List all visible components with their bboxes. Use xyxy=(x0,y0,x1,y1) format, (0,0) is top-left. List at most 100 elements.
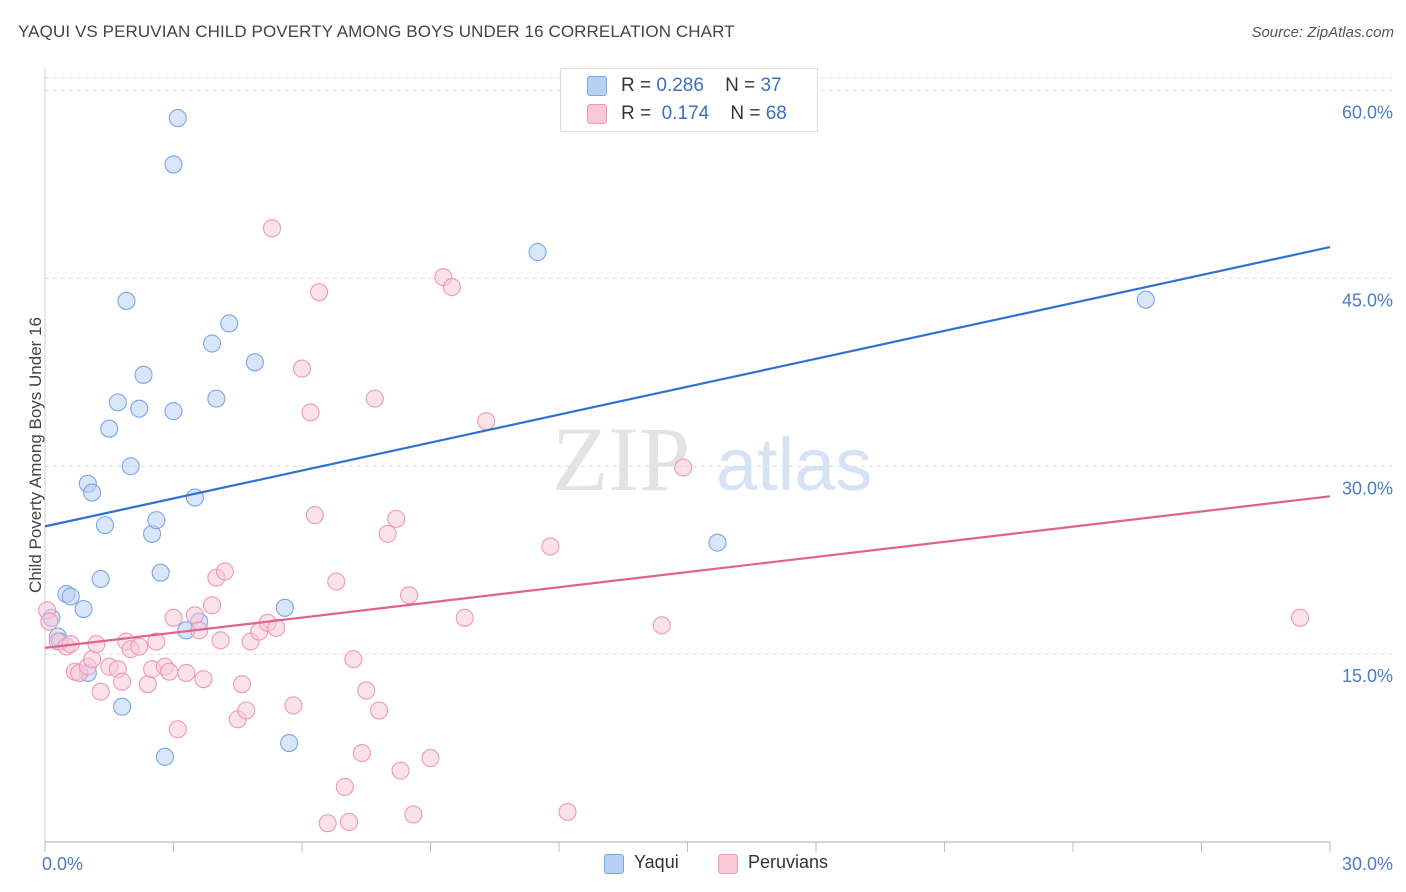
point-peruvians xyxy=(421,749,440,768)
point-yaqui xyxy=(147,511,166,530)
point-yaqui xyxy=(83,483,102,502)
point-peruvians xyxy=(318,814,337,833)
trend-line-yaqui xyxy=(44,246,1331,528)
legend-r-label: R = xyxy=(621,103,652,124)
legend-r-peruvians: 0.174 xyxy=(661,103,710,124)
axes xyxy=(44,68,1331,852)
point-peruvians xyxy=(177,663,196,682)
point-peruvians xyxy=(160,662,179,681)
point-yaqui xyxy=(61,587,80,606)
legend-n-peruvians: 68 xyxy=(765,103,787,124)
point-peruvians xyxy=(442,278,461,297)
x-tick-label: 30.0% xyxy=(1342,854,1393,874)
point-peruvians xyxy=(455,608,474,627)
stats-legend: R = 0.286 N = 37 R = 0.174 N = 68 xyxy=(560,68,818,132)
point-yaqui xyxy=(203,334,222,353)
point-yaqui xyxy=(245,353,264,372)
legend-swatch-peruvians xyxy=(587,104,607,124)
point-yaqui xyxy=(108,393,127,412)
point-peruvians xyxy=(541,537,560,556)
point-peruvians xyxy=(138,675,157,694)
point-peruvians xyxy=(185,606,204,625)
point-peruvians xyxy=(357,681,376,700)
bottom-legend-peruvians-label: Peruvians xyxy=(748,852,829,872)
point-peruvians xyxy=(237,701,256,720)
legend-n-yaqui: 37 xyxy=(760,75,782,96)
chart-title: YAQUI VS PERUVIAN CHILD POVERTY AMONG BO… xyxy=(18,22,735,41)
point-peruvians xyxy=(113,672,132,691)
y-tick-label: 15.0% xyxy=(1342,666,1393,686)
point-peruvians xyxy=(130,637,149,656)
y-axis-label: Child Poverty Among Boys Under 16 xyxy=(26,317,45,593)
point-peruvians xyxy=(267,618,286,637)
data-points xyxy=(38,109,1310,833)
point-peruvians xyxy=(378,524,397,543)
point-peruvians xyxy=(391,761,410,780)
point-yaqui xyxy=(130,399,149,418)
point-peruvians xyxy=(387,509,406,528)
legend-n-label: N = xyxy=(725,75,756,96)
point-yaqui xyxy=(74,599,93,619)
y-tick-label: 60.0% xyxy=(1342,103,1393,123)
point-yaqui xyxy=(151,563,170,582)
point-yaqui xyxy=(100,419,119,438)
point-peruvians xyxy=(335,777,354,796)
point-peruvians xyxy=(40,612,59,631)
point-peruvians xyxy=(327,572,346,591)
point-yaqui xyxy=(164,402,183,421)
point-peruvians xyxy=(262,219,282,238)
point-yaqui xyxy=(708,533,727,552)
point-peruvians xyxy=(91,682,110,701)
legend-swatch-yaqui xyxy=(587,76,607,96)
bottom-swatch-yaqui xyxy=(604,854,624,874)
point-yaqui xyxy=(117,291,136,310)
point-peruvians xyxy=(301,403,320,422)
point-peruvians xyxy=(147,632,166,651)
watermark-atlas: atlas xyxy=(716,423,872,506)
point-yaqui xyxy=(168,109,187,128)
point-yaqui xyxy=(113,697,132,716)
point-yaqui xyxy=(1136,290,1155,309)
x-tick-label: 0.0% xyxy=(42,854,83,874)
legend-r-label: R = xyxy=(621,75,652,96)
point-yaqui xyxy=(220,314,239,333)
point-yaqui xyxy=(95,516,115,535)
point-yaqui xyxy=(280,734,299,753)
point-peruvians xyxy=(477,412,496,431)
point-peruvians xyxy=(284,696,303,715)
point-peruvians xyxy=(310,283,329,302)
point-peruvians xyxy=(305,506,324,525)
point-peruvians xyxy=(168,720,187,739)
watermark-zip: ZIP xyxy=(552,408,690,510)
trend-lines xyxy=(44,246,1331,649)
point-peruvians xyxy=(215,562,234,581)
point-peruvians xyxy=(404,805,423,824)
point-yaqui xyxy=(91,569,110,589)
point-yaqui xyxy=(121,457,140,476)
point-peruvians xyxy=(83,650,102,669)
point-peruvians xyxy=(652,616,671,635)
point-peruvians xyxy=(674,458,693,477)
trend-line-peruvians xyxy=(44,495,1331,649)
point-peruvians xyxy=(292,359,312,378)
point-yaqui xyxy=(528,243,547,262)
point-peruvians xyxy=(87,635,106,654)
point-peruvians xyxy=(232,675,252,694)
point-peruvians xyxy=(352,744,372,763)
point-peruvians xyxy=(1290,608,1310,627)
tick-labels: 15.0% 30.0% 45.0% 60.0% 0.0% 30.0% xyxy=(42,103,1393,874)
point-peruvians xyxy=(211,631,230,650)
point-peruvians xyxy=(164,608,183,627)
point-peruvians xyxy=(344,650,363,669)
point-yaqui xyxy=(207,389,226,408)
bottom-legend-yaqui-label: Yaqui xyxy=(634,852,679,872)
point-yaqui xyxy=(275,598,294,617)
y-tick-label: 45.0% xyxy=(1342,290,1393,310)
point-yaqui xyxy=(134,365,153,384)
source-credit: Source: ZipAtlas.com xyxy=(1251,24,1394,41)
legend-r-yaqui: 0.286 xyxy=(656,75,704,96)
point-yaqui xyxy=(164,155,183,174)
point-peruvians xyxy=(194,670,213,689)
point-peruvians xyxy=(203,596,222,615)
